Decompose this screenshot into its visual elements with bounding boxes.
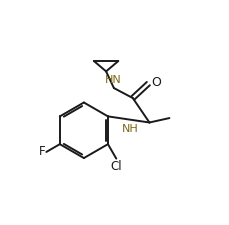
Text: F: F [38,145,45,158]
Text: NH: NH [121,124,138,134]
Text: O: O [151,76,161,89]
Text: HN: HN [104,75,121,86]
Text: Cl: Cl [110,160,122,173]
